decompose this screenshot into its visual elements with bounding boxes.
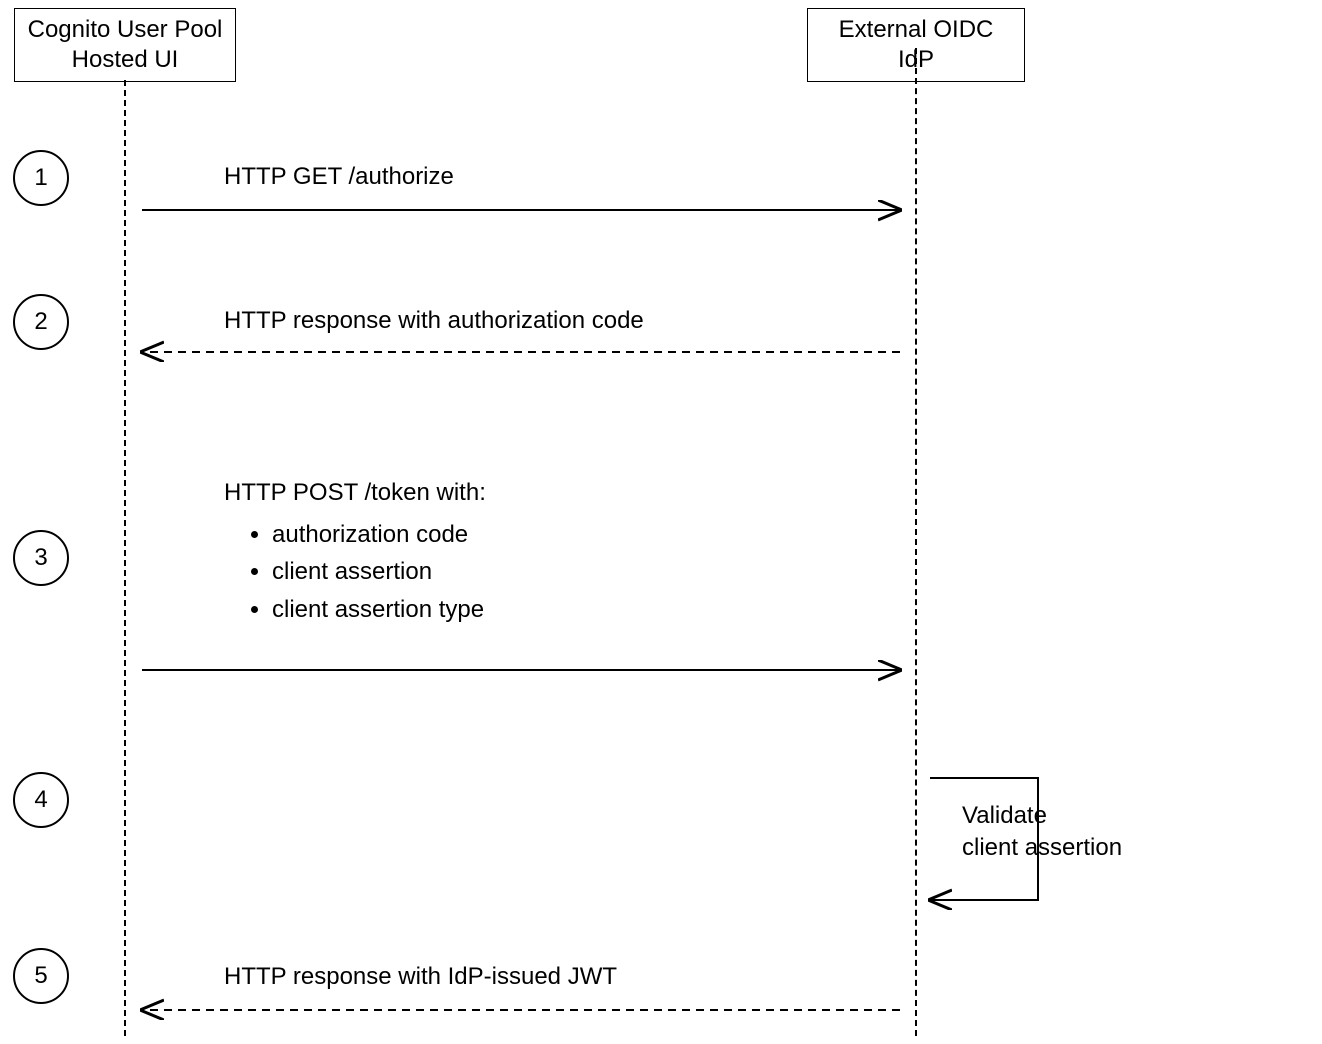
step-number: 1 [34, 164, 47, 192]
step-circle-4: 4 [13, 772, 69, 828]
step-number: 2 [34, 308, 47, 336]
participant-label: Cognito User Pool [27, 15, 223, 45]
self-message-label-4: Validate client assertion [962, 800, 1122, 865]
participant-cognito: Cognito User Pool Hosted UI [14, 8, 236, 82]
message-bullets: authorization code client assertion clie… [224, 518, 486, 627]
message-text: HTTP response with IdP-issued JWT [224, 963, 617, 990]
message-label-5: HTTP response with IdP-issued JWT [224, 960, 617, 994]
step-circle-5: 5 [13, 948, 69, 1004]
message-text: HTTP response with authorization code [224, 307, 644, 334]
self-message-text: Validate [962, 800, 1122, 832]
step-number: 3 [34, 544, 47, 572]
self-message-text: client assertion [962, 832, 1122, 864]
bullet-item: client assertion [272, 555, 486, 589]
step-circle-2: 2 [13, 294, 69, 350]
bullet-item: client assertion type [272, 593, 486, 627]
step-number: 4 [34, 786, 47, 814]
arrows-layer [0, 0, 1322, 1044]
message-heading: HTTP POST /token with: [224, 476, 486, 510]
bullet-item: authorization code [272, 518, 486, 552]
message-text: HTTP GET /authorize [224, 163, 454, 190]
lifeline-idp [915, 48, 917, 1036]
step-number: 5 [34, 962, 47, 990]
message-label-3: HTTP POST /token with: authorization cod… [224, 476, 486, 630]
lifeline-cognito [124, 80, 126, 1036]
participant-label: Hosted UI [27, 45, 223, 75]
step-circle-1: 1 [13, 150, 69, 206]
step-circle-3: 3 [13, 530, 69, 586]
message-label-1: HTTP GET /authorize [224, 160, 454, 194]
message-label-2: HTTP response with authorization code [224, 304, 644, 338]
